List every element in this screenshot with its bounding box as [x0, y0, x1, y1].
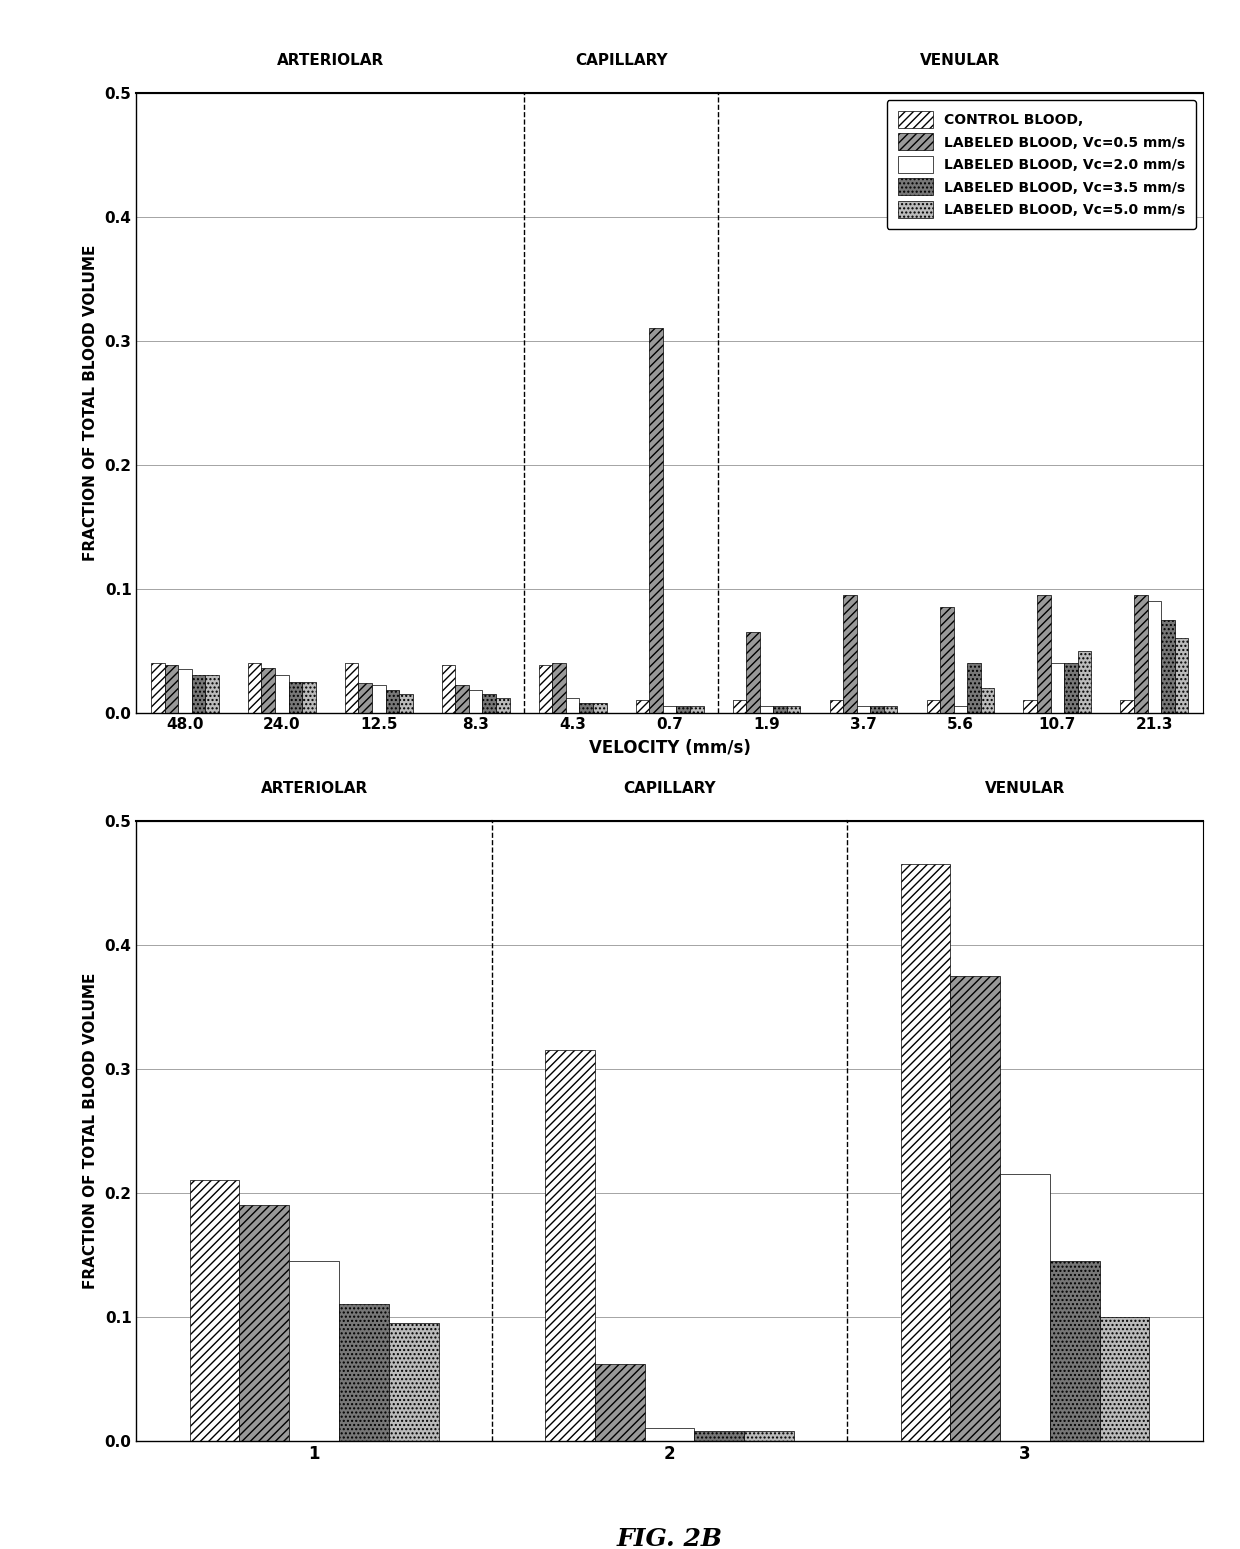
Text: CAPILLARY: CAPILLARY	[624, 781, 715, 796]
Bar	[733, 700, 746, 713]
Bar	[339, 1304, 389, 1441]
Bar	[482, 694, 496, 713]
Bar	[190, 1180, 239, 1441]
Text: CAPILLARY: CAPILLARY	[575, 53, 667, 68]
Bar	[1100, 1317, 1149, 1441]
Bar	[275, 675, 289, 713]
Bar	[843, 595, 857, 713]
Text: FIG. 2A: FIG. 2A	[618, 824, 722, 847]
Bar	[595, 1363, 645, 1441]
Bar	[1064, 663, 1078, 713]
Bar	[358, 683, 372, 713]
X-axis label: VELOCITY (mm/s): VELOCITY (mm/s)	[589, 739, 750, 757]
Bar	[579, 703, 593, 713]
Bar	[926, 700, 940, 713]
Bar	[857, 706, 870, 713]
Bar	[940, 607, 954, 713]
Bar	[787, 706, 801, 713]
Bar	[676, 706, 689, 713]
Bar	[1133, 595, 1147, 713]
Bar	[967, 663, 981, 713]
Bar	[663, 706, 676, 713]
Bar	[954, 706, 967, 713]
Text: FIG. 2B: FIG. 2B	[616, 1527, 723, 1549]
Bar	[546, 1050, 595, 1441]
Text: VENULAR: VENULAR	[985, 781, 1065, 796]
Bar	[192, 675, 206, 713]
Bar	[1050, 663, 1064, 713]
Bar	[289, 1261, 339, 1441]
Bar	[645, 1428, 694, 1441]
Bar	[650, 328, 663, 713]
Bar	[900, 864, 950, 1441]
Bar	[981, 688, 994, 713]
Bar	[303, 682, 316, 713]
Bar	[774, 706, 787, 713]
Bar	[386, 691, 399, 713]
Bar	[1023, 700, 1037, 713]
Bar	[441, 666, 455, 713]
Bar	[455, 685, 469, 713]
Bar	[565, 697, 579, 713]
Bar	[950, 976, 1001, 1441]
Bar	[593, 703, 606, 713]
Bar	[289, 682, 303, 713]
Bar	[552, 663, 565, 713]
Bar	[206, 675, 218, 713]
Bar	[469, 691, 482, 713]
Bar	[345, 663, 358, 713]
Bar	[746, 632, 760, 713]
Legend: CONTROL BLOOD,, LABELED BLOOD, Vc=0.5 mm/s, LABELED BLOOD, Vc=2.0 mm/s, LABELED : CONTROL BLOOD,, LABELED BLOOD, Vc=0.5 mm…	[887, 99, 1195, 229]
Bar	[372, 685, 386, 713]
Bar	[179, 669, 192, 713]
Y-axis label: FRACTION OF TOTAL BLOOD VOLUME: FRACTION OF TOTAL BLOOD VOLUME	[83, 245, 98, 561]
Bar	[689, 706, 703, 713]
Bar	[165, 666, 179, 713]
Bar	[1147, 601, 1161, 713]
Text: ARTERIOLAR: ARTERIOLAR	[277, 53, 384, 68]
Bar	[1161, 620, 1174, 713]
Bar	[248, 663, 262, 713]
Text: ARTERIOLAR: ARTERIOLAR	[260, 781, 368, 796]
Bar	[389, 1323, 439, 1441]
Bar	[1050, 1261, 1100, 1441]
Bar	[1001, 1174, 1050, 1441]
Bar	[1121, 700, 1133, 713]
Bar	[262, 668, 275, 713]
Bar	[1078, 651, 1091, 713]
Bar	[1174, 638, 1188, 713]
Y-axis label: FRACTION OF TOTAL BLOOD VOLUME: FRACTION OF TOTAL BLOOD VOLUME	[83, 973, 98, 1289]
Bar	[636, 700, 650, 713]
Bar	[694, 1431, 744, 1441]
Bar	[744, 1431, 794, 1441]
Text: VENULAR: VENULAR	[920, 53, 1001, 68]
Bar	[884, 706, 898, 713]
Bar	[399, 694, 413, 713]
Bar	[1037, 595, 1050, 713]
Bar	[830, 700, 843, 713]
Bar	[496, 697, 510, 713]
Bar	[760, 706, 774, 713]
Bar	[870, 706, 884, 713]
Bar	[239, 1205, 289, 1441]
Bar	[151, 663, 165, 713]
Bar	[538, 666, 552, 713]
